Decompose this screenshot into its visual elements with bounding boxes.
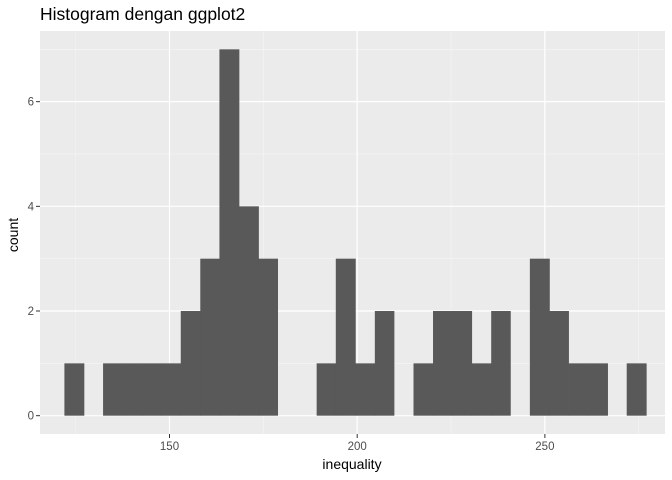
histogram-bar xyxy=(238,206,259,416)
histogram-bar xyxy=(161,363,182,416)
y-tick-label: 4 xyxy=(28,201,35,213)
histogram-bar xyxy=(626,363,647,416)
histogram-bar xyxy=(491,311,511,416)
histogram-bar xyxy=(219,49,240,416)
x-axis: 150 200 250 xyxy=(160,434,554,453)
y-tick-label: 0 xyxy=(28,411,34,423)
histogram-bars xyxy=(64,49,647,416)
histogram-bar xyxy=(142,363,162,416)
histogram-bar xyxy=(452,311,473,416)
histogram-bar xyxy=(568,363,589,416)
histogram-bar xyxy=(413,363,434,416)
y-axis: 0 2 4 6 xyxy=(28,97,40,423)
histogram-bar xyxy=(335,258,356,416)
y-tick-label: 2 xyxy=(28,306,34,318)
histogram-bar xyxy=(529,258,550,416)
histogram-bar xyxy=(180,311,201,416)
histogram-bar xyxy=(258,258,279,416)
y-tick-label: 6 xyxy=(28,97,34,109)
x-tick-label: 200 xyxy=(348,441,367,453)
histogram-bar xyxy=(200,258,220,416)
histogram-bar xyxy=(355,363,376,416)
histogram-bar xyxy=(433,311,453,416)
histogram-bar xyxy=(122,363,143,416)
histogram-bar xyxy=(588,363,608,416)
histogram-bar xyxy=(471,363,492,416)
x-tick-label: 250 xyxy=(535,441,554,453)
histogram-bar xyxy=(316,363,337,416)
histogram-bar xyxy=(374,311,395,416)
x-axis-title: inequality xyxy=(322,456,381,472)
x-tick-label: 150 xyxy=(160,441,179,453)
histogram-bar xyxy=(549,311,569,416)
y-axis-title: count xyxy=(5,218,21,252)
histogram-bar xyxy=(103,363,123,416)
chart-title: Histogram dengan ggplot2 xyxy=(40,4,245,24)
histogram-bar xyxy=(64,363,85,416)
